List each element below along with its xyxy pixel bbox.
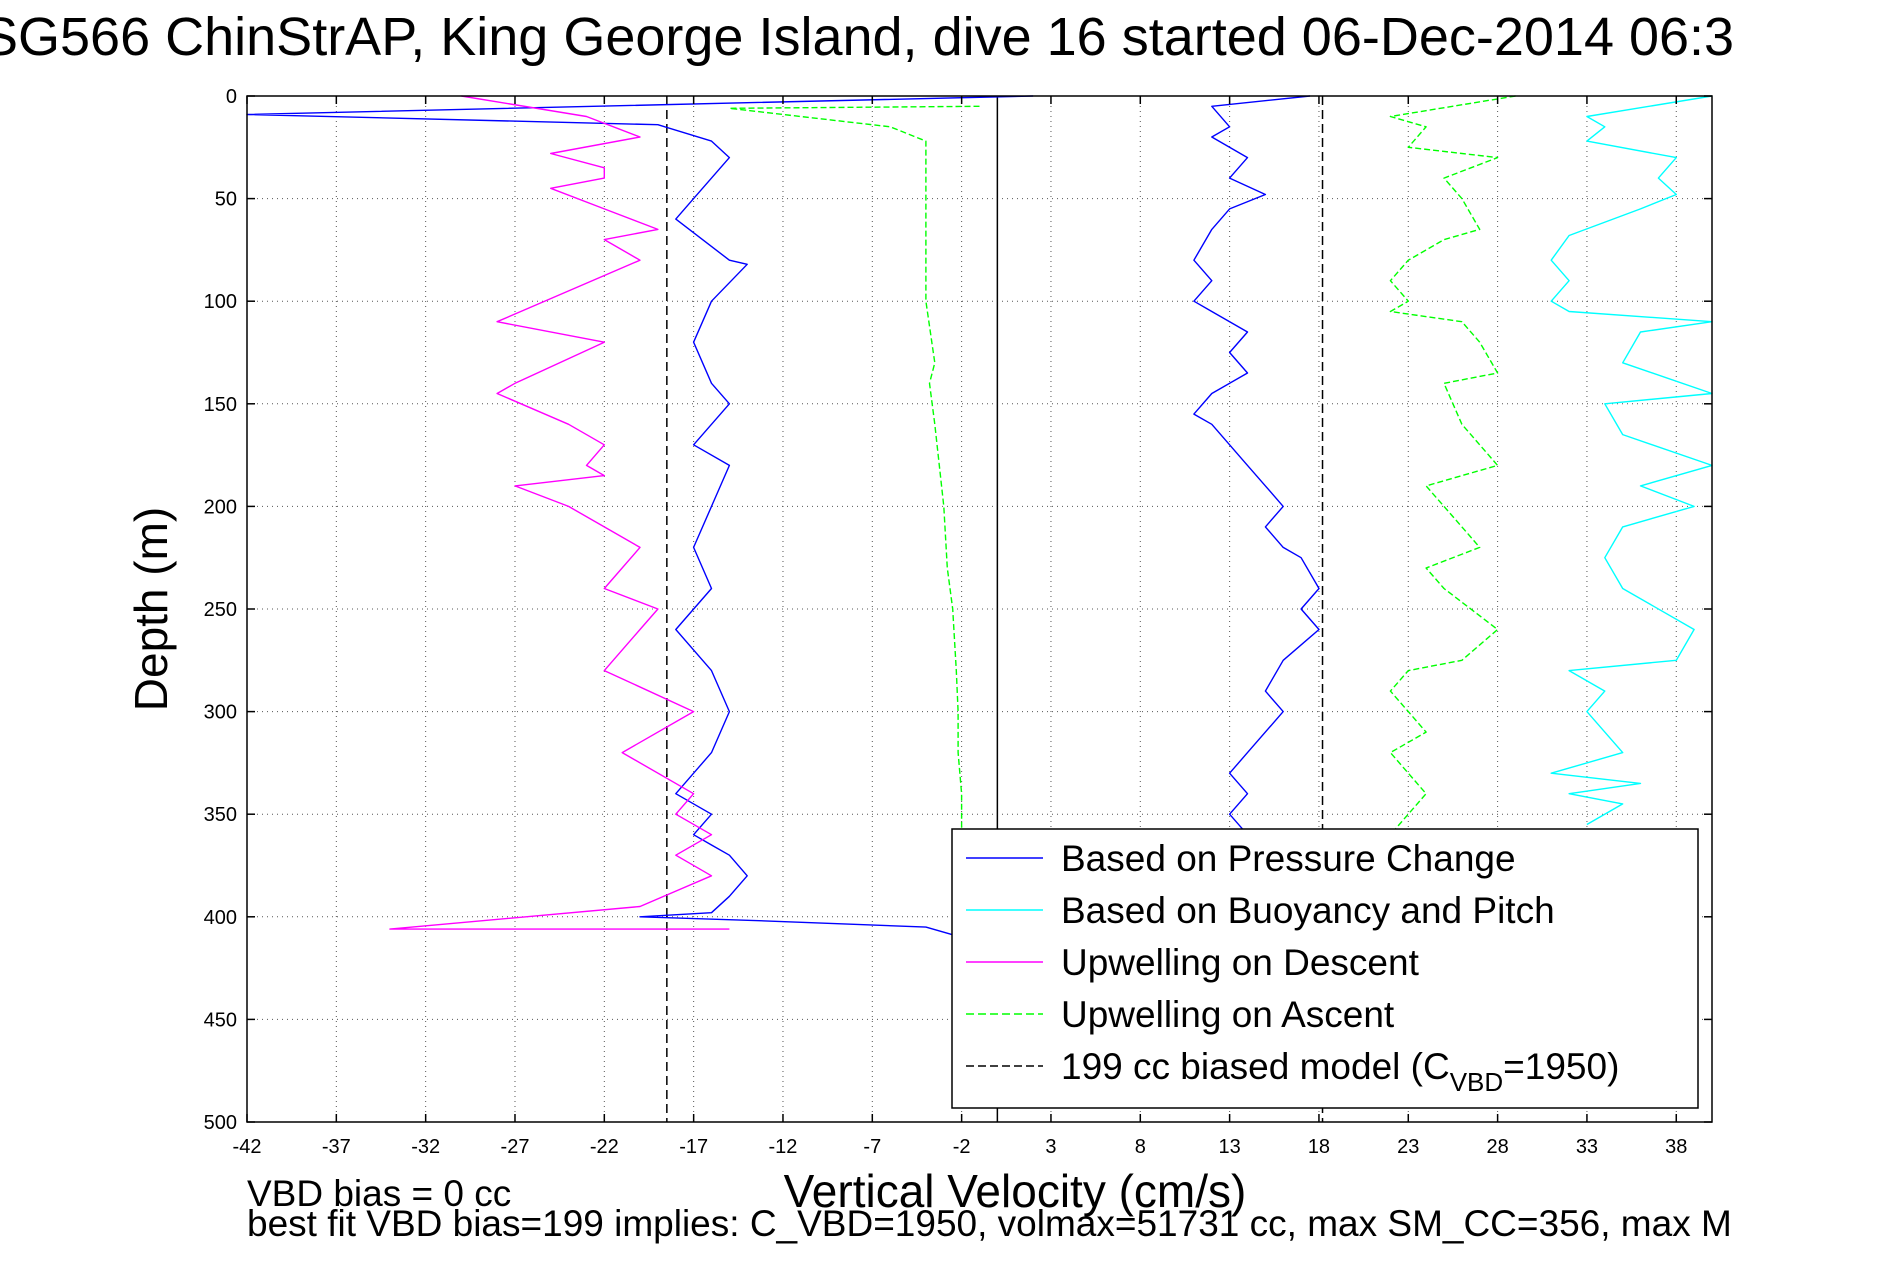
series-line-4 — [1193, 95, 1320, 836]
x-tick-label: -12 — [769, 1136, 798, 1158]
x-tick-label: 33 — [1576, 1136, 1598, 1158]
y-tick-label: 400 — [204, 907, 237, 929]
x-tick-label: -2 — [953, 1136, 971, 1158]
y-tick-label: 50 — [215, 189, 237, 211]
legend-label: 199 cc biased model (CVBD=1950) — [1061, 1046, 1619, 1097]
legend: Based on Pressure Change Based on Buoyanc… — [951, 828, 1699, 1109]
y-tick-label: 100 — [204, 291, 237, 313]
y-tick-label: 200 — [204, 496, 237, 518]
x-tick-label: 8 — [1135, 1136, 1146, 1158]
legend-label: Based on Buoyancy and Pitch — [1061, 890, 1555, 931]
x-tick-label: 28 — [1486, 1136, 1508, 1158]
y-axis-label: Depth (m) — [125, 507, 177, 711]
y-tick-label: 500 — [204, 1112, 237, 1134]
y-tick-label: 350 — [204, 804, 237, 826]
x-tick-label: 38 — [1665, 1136, 1687, 1158]
y-tick-label: 250 — [204, 599, 237, 621]
series-line-3 — [728, 105, 980, 835]
x-tick-label: -22 — [590, 1136, 619, 1158]
x-tick-label: 3 — [1045, 1136, 1056, 1158]
x-axis-label: Vertical Velocity (cm/s) — [784, 1165, 1247, 1217]
y-tick-label: 450 — [204, 1009, 237, 1031]
series-line-5 — [1389, 95, 1516, 836]
best-fit-note: best fit VBD bias=199 implies: C_VBD=195… — [247, 1203, 1732, 1244]
x-tick-label: -17 — [679, 1136, 708, 1158]
y-tick-label: 150 — [204, 394, 237, 416]
series-line-6 — [1550, 95, 1713, 826]
x-tick-label: 23 — [1397, 1136, 1419, 1158]
x-tick-label: 18 — [1308, 1136, 1330, 1158]
legend-label: Upwelling on Descent — [1061, 942, 1420, 983]
legend-label: Based on Pressure Change — [1061, 838, 1516, 879]
legend-label: Upwelling on Ascent — [1061, 994, 1395, 1035]
vbd-bias-note: VBD bias = 0 cc — [247, 1173, 512, 1214]
x-tick-label: -32 — [411, 1136, 440, 1158]
x-tick-label: -37 — [322, 1136, 351, 1158]
y-tick-label: 0 — [226, 86, 237, 108]
series-group — [246, 95, 1713, 938]
x-tick-label: -7 — [863, 1136, 881, 1158]
x-tick-label: 13 — [1218, 1136, 1240, 1158]
y-tick-label: 300 — [204, 702, 237, 724]
series-line-2 — [389, 95, 730, 930]
x-tick-label: -27 — [501, 1136, 530, 1158]
chart-title: SG566 ChinStrAP, King George Island, div… — [0, 7, 1735, 67]
x-tick-label: -42 — [233, 1136, 262, 1158]
legend-box — [951, 828, 1699, 1109]
axis-ticks: -42 -37 -32 -27 -22 -17 -12 -7 -2 3 8 13 18 23 28 33 380… — [204, 86, 1712, 1158]
series-line-1 — [246, 95, 1034, 938]
